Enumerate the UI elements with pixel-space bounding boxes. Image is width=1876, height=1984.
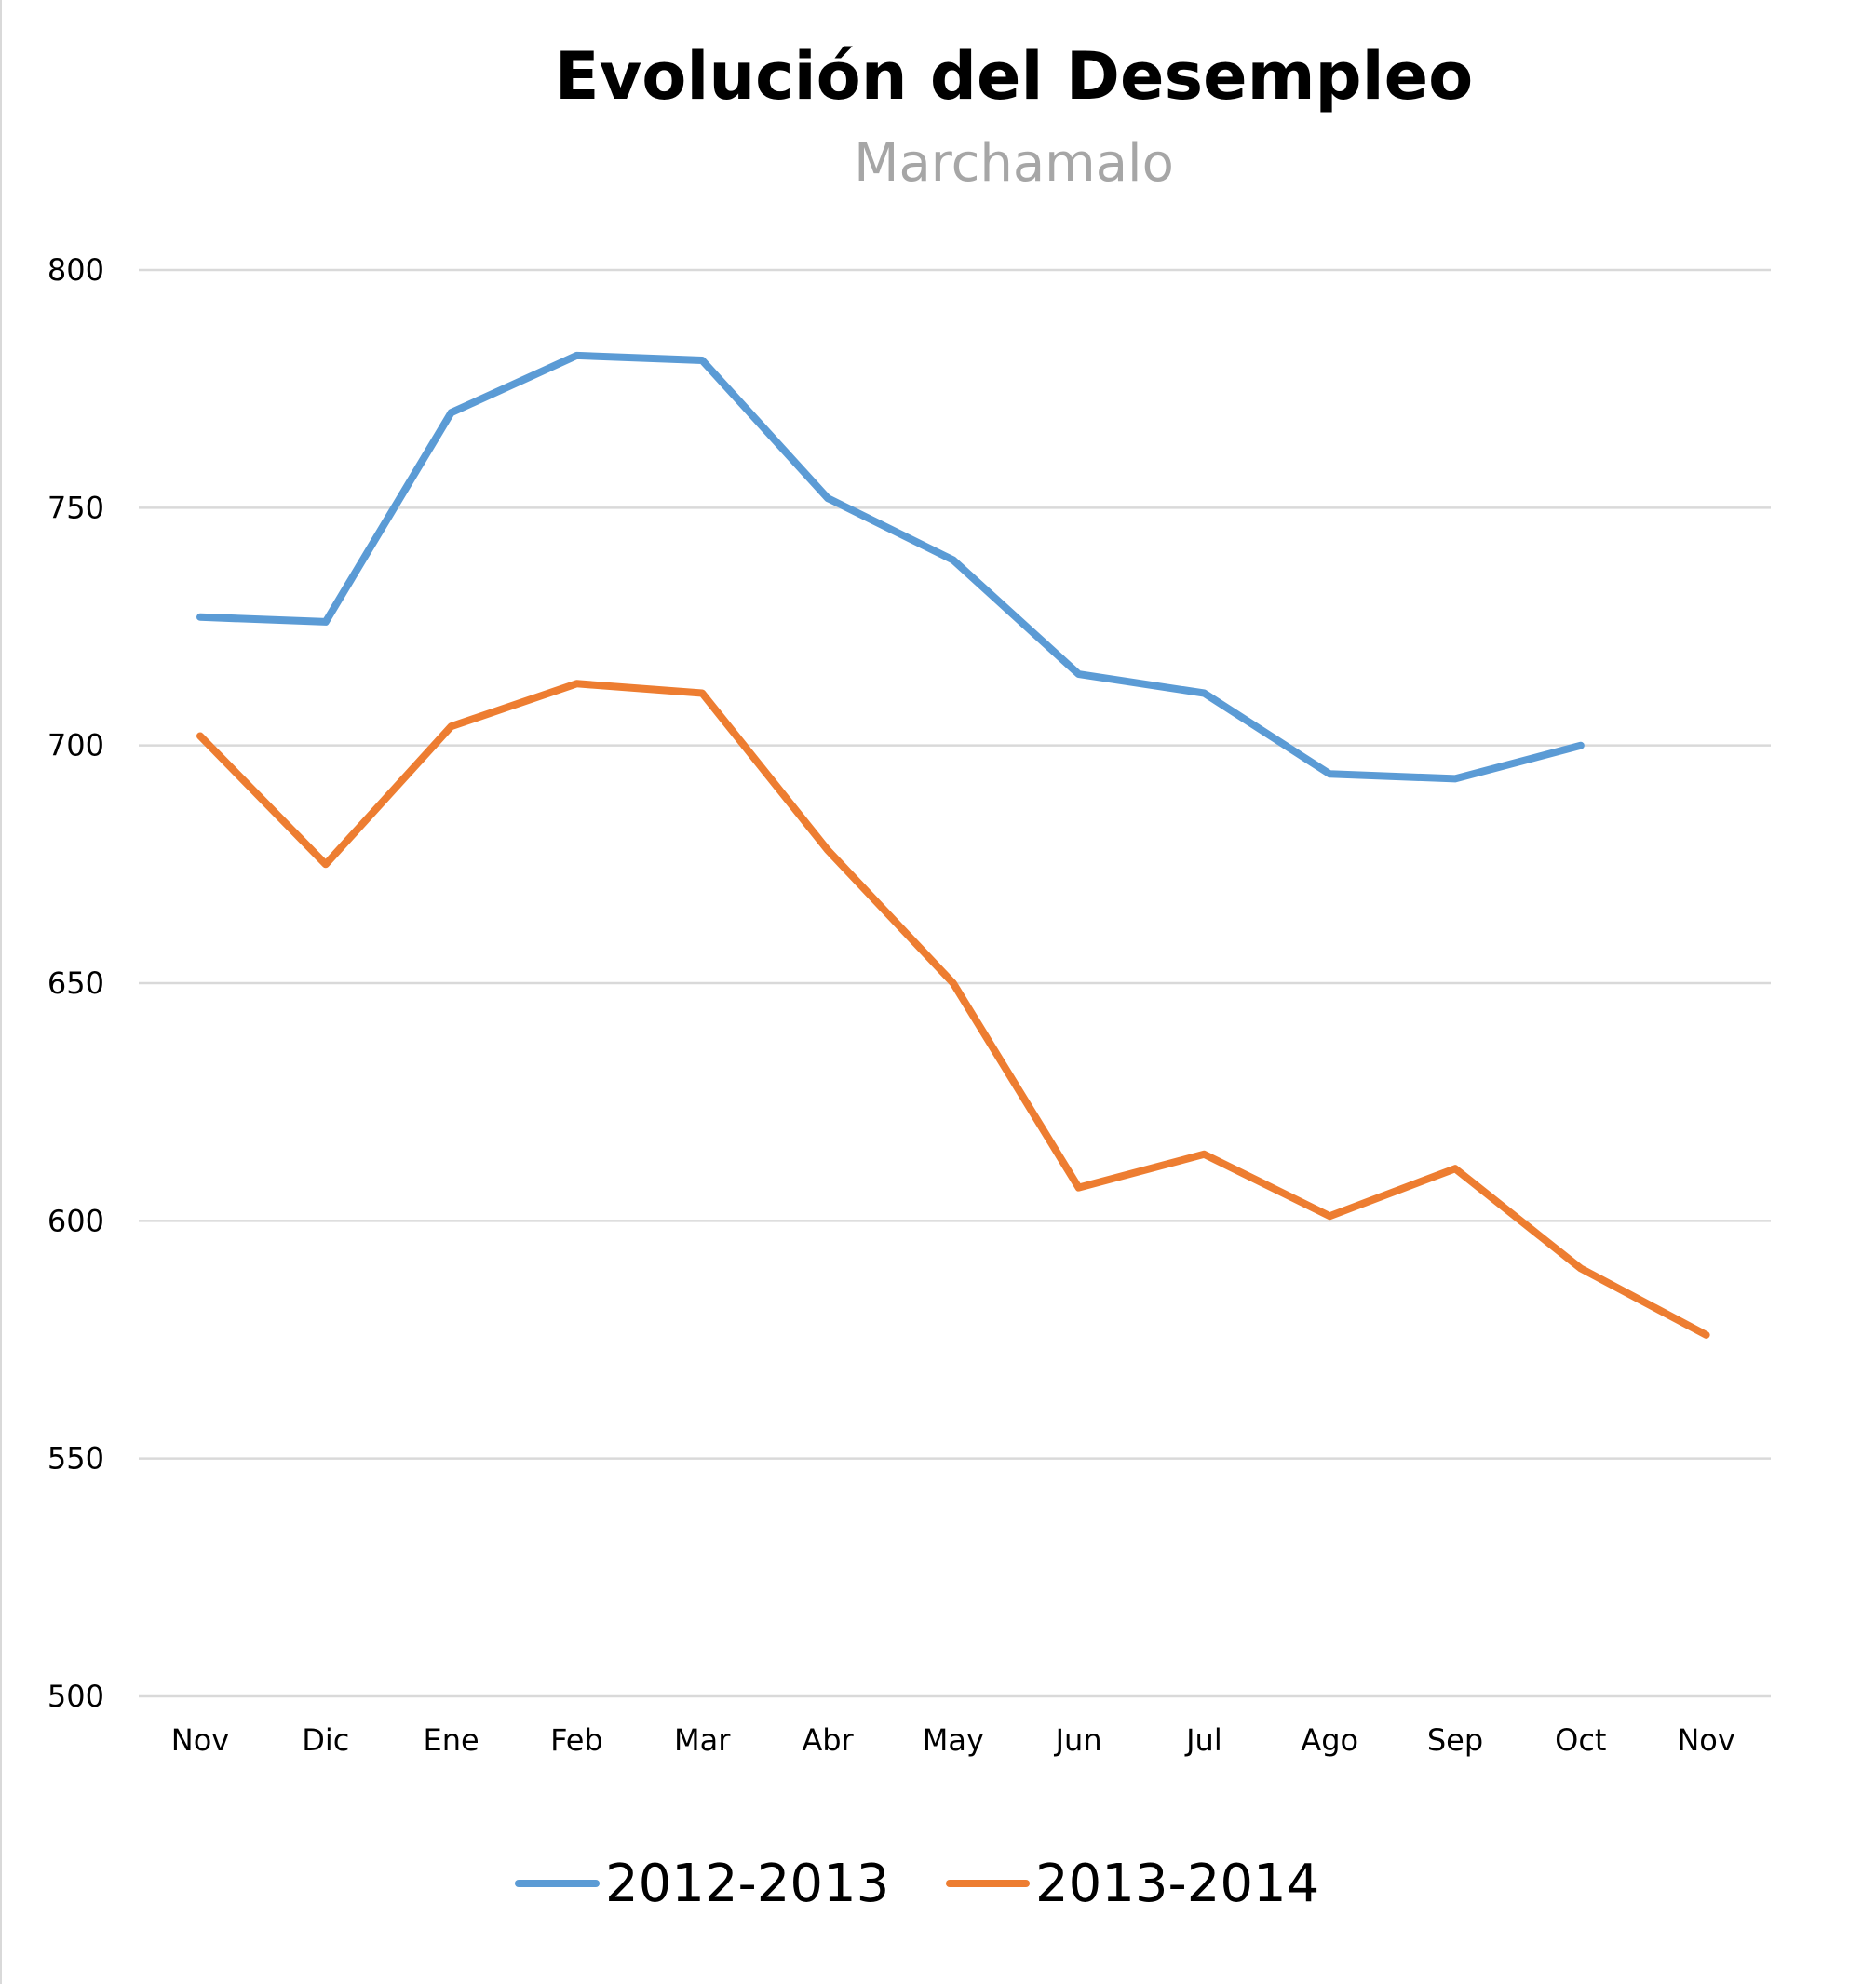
- x-tick-label: Dic: [302, 1722, 349, 1758]
- x-tick-label: Ago: [1301, 1722, 1358, 1758]
- legend-label: 2013-2014: [1035, 1854, 1319, 1914]
- x-tick-label: Jul: [1184, 1722, 1222, 1758]
- data-point: [1578, 1266, 1583, 1271]
- x-tick-label: Sep: [1427, 1722, 1483, 1758]
- y-tick-label: 650: [47, 965, 104, 1001]
- data-point: [1202, 1152, 1207, 1156]
- data-point: [198, 734, 202, 738]
- data-point: [951, 981, 955, 985]
- x-tick-label: Abr: [802, 1722, 854, 1758]
- y-tick-label: 700: [47, 728, 104, 763]
- x-tick-label: Feb: [550, 1722, 603, 1758]
- y-tick-label: 750: [47, 490, 104, 525]
- y-tick-label: 500: [47, 1679, 104, 1714]
- data-point: [574, 682, 579, 686]
- data-point: [826, 848, 830, 853]
- data-point: [574, 353, 579, 358]
- x-tick-label: Nov: [171, 1722, 229, 1758]
- data-point: [323, 619, 328, 624]
- y-axis-ticks: 500 550 600 650 700 750 800: [47, 252, 104, 1714]
- y-tick-label: 550: [47, 1441, 104, 1477]
- data-point: [1328, 1214, 1332, 1219]
- x-tick-label: Oct: [1555, 1722, 1606, 1758]
- series-lines: [196, 351, 1710, 1339]
- data-point: [700, 691, 705, 695]
- data-point: [1453, 776, 1457, 781]
- chart-subtitle: Marchamalo: [854, 133, 1174, 194]
- data-point: [951, 558, 955, 562]
- series-line-2013-2014: [196, 680, 1710, 1339]
- x-axis-ticks: Nov Dic Ene Feb Mar Abr May Jun Jul Ago Sep Oct Nov: [171, 1722, 1735, 1758]
- chart-title: Evolución del Desempleo: [555, 38, 1473, 115]
- gridlines: [139, 268, 1771, 1698]
- x-tick-label: Ene: [424, 1722, 479, 1758]
- data-point: [449, 724, 453, 729]
- data-point: [826, 496, 830, 501]
- x-tick-label: Jun: [1054, 1722, 1102, 1758]
- data-point: [1202, 691, 1207, 695]
- legend-label: 2012-2013: [605, 1854, 889, 1914]
- data-point: [1076, 672, 1081, 677]
- x-tick-label: May: [923, 1722, 984, 1758]
- y-tick-label: 800: [47, 252, 104, 288]
- legend: 2012-2013 2013-2014: [515, 1854, 1319, 1914]
- data-point: [1704, 1332, 1708, 1337]
- x-tick-label: Nov: [1677, 1722, 1734, 1758]
- data-point: [1578, 743, 1583, 748]
- data-point: [1328, 772, 1332, 776]
- y-tick-label: 600: [47, 1203, 104, 1238]
- data-point: [1076, 1185, 1081, 1190]
- data-point: [449, 411, 453, 415]
- x-tick-label: Mar: [674, 1722, 731, 1758]
- data-point: [700, 358, 705, 363]
- series-line-2012-2013: [196, 351, 1585, 783]
- data-point: [1453, 1167, 1457, 1171]
- data-point: [198, 614, 202, 619]
- data-point: [323, 862, 328, 867]
